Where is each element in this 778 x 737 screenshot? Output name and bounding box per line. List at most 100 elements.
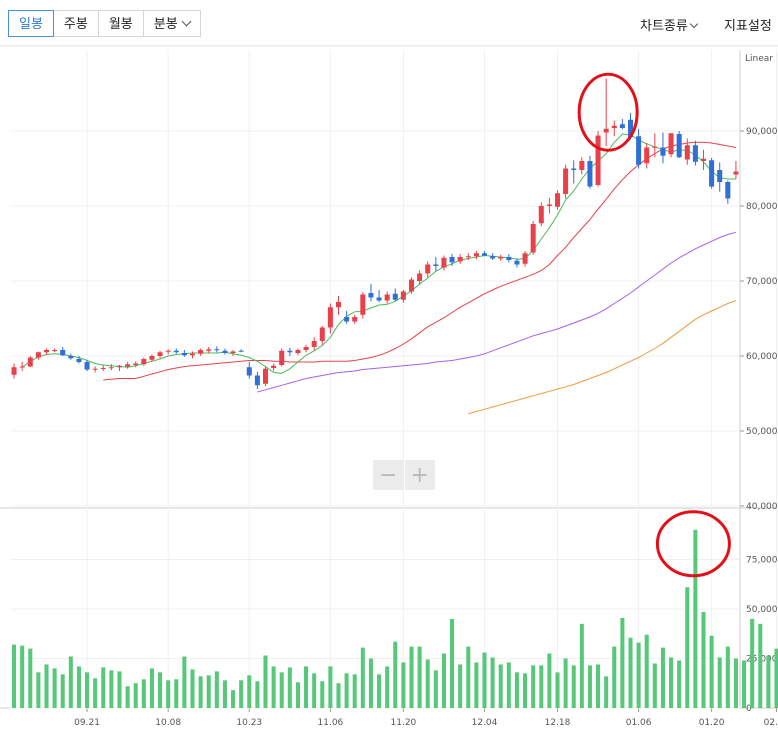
volume-bar	[417, 646, 422, 708]
volume-bar	[733, 658, 738, 708]
candle-body	[92, 368, 98, 370]
candle-body	[465, 256, 471, 258]
volume-bar	[750, 618, 755, 708]
volume-bar	[604, 676, 609, 708]
volume-bar	[101, 667, 106, 708]
candle-body	[563, 168, 569, 194]
x-tick-label: 10.08	[155, 718, 181, 728]
y-tick-label: 90,000	[746, 127, 778, 137]
volume-bar	[352, 674, 357, 708]
candle-body	[611, 125, 617, 128]
y-tick-label: 50,000	[746, 427, 778, 437]
volume-bar	[401, 662, 406, 708]
volume-bar	[20, 645, 25, 708]
tab-daily[interactable]: 일봉	[8, 10, 54, 37]
volume-bar	[231, 690, 236, 708]
volume-bar	[12, 644, 17, 708]
candle-body	[384, 294, 390, 301]
volume-bar	[174, 679, 179, 708]
volume-bar	[68, 656, 73, 708]
volume-bar	[669, 657, 674, 708]
candle-body	[587, 161, 593, 187]
volume-bar	[506, 662, 511, 708]
zoom-in-button[interactable]: +	[410, 462, 429, 488]
volume-bar	[620, 617, 625, 708]
candle-body	[571, 168, 577, 170]
volume-bar	[222, 680, 227, 708]
volume-bar	[328, 666, 333, 708]
volume-bar	[393, 641, 398, 708]
candle-body	[27, 357, 33, 367]
candle-body	[198, 350, 204, 354]
candle-body	[100, 368, 106, 369]
volume-bar	[441, 653, 446, 708]
indicator-settings-menu[interactable]: 지표설정	[724, 19, 772, 34]
candle-body	[717, 170, 723, 182]
candle-body	[254, 375, 260, 386]
candle-body	[352, 317, 358, 322]
x-tick-label: 09.21	[74, 718, 100, 728]
volume-bar	[125, 686, 130, 708]
volume-bar	[523, 673, 528, 708]
candle-body	[116, 365, 123, 368]
volume-bar	[693, 529, 698, 708]
chart-type-menu[interactable]: 차트종류	[640, 15, 699, 34]
volume-bar	[758, 623, 763, 708]
candle-body	[181, 353, 187, 356]
scale-type-label: Linear	[745, 54, 773, 64]
volume-bar	[612, 646, 617, 708]
candle-body	[538, 206, 544, 224]
candle-body	[522, 253, 528, 264]
volume-bar	[304, 666, 309, 708]
candle-body	[676, 134, 682, 158]
candle-body	[360, 294, 366, 315]
x-tick-label: 12.18	[545, 718, 571, 728]
candle-body	[319, 327, 325, 341]
candle-body	[725, 182, 731, 199]
candle-body	[246, 367, 252, 376]
volume-bar	[498, 664, 503, 708]
volume-bar	[190, 669, 195, 708]
candle-body	[425, 264, 431, 274]
candle-body	[709, 160, 715, 187]
volume-bar	[596, 664, 601, 708]
candle-body	[238, 350, 244, 352]
candle-body	[108, 367, 114, 369]
volume-bar	[531, 665, 536, 708]
volume-bar	[425, 659, 430, 708]
volume-bar	[563, 658, 568, 708]
volume-bar	[547, 653, 552, 708]
volume-bar	[76, 666, 81, 708]
volume-bar	[279, 672, 284, 708]
zoom-out-button[interactable]: −	[373, 460, 405, 490]
candle-body	[230, 351, 236, 353]
y-tick-label: 40,000	[746, 502, 778, 512]
candle-body	[11, 367, 17, 375]
x-tick-label: 01.06	[626, 718, 652, 728]
candle-body	[473, 253, 479, 257]
candle-body	[271, 365, 277, 368]
tab-minute-label: 분봉	[153, 17, 178, 32]
candle-body	[133, 363, 139, 365]
candle-body	[206, 349, 212, 351]
y-tick-label: 60,000	[746, 352, 778, 362]
volume-bar	[109, 670, 114, 708]
volume-bar	[158, 672, 163, 708]
candle-body	[52, 350, 58, 351]
volume-bar	[774, 648, 778, 708]
volume-bar	[344, 673, 349, 708]
candle-body	[692, 145, 698, 162]
candle-body	[546, 204, 552, 206]
candle-body	[368, 293, 374, 298]
volume-bar	[206, 675, 211, 708]
ma5-line	[21, 133, 736, 374]
volume-bar	[85, 672, 90, 708]
candle-body	[141, 359, 147, 365]
tab-monthly[interactable]: 월봉	[97, 10, 144, 37]
tab-minute[interactable]: 분봉	[142, 10, 201, 37]
volume-bar	[287, 667, 292, 708]
candle-body	[481, 253, 488, 256]
candle-body	[595, 135, 601, 185]
volume-bar	[555, 672, 560, 708]
candle-body	[392, 293, 398, 300]
